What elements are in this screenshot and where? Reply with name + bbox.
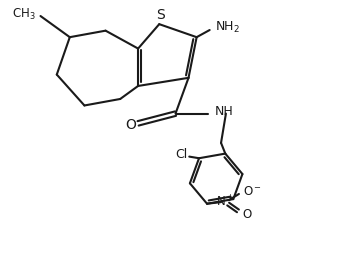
Text: O: O [125,118,136,132]
Text: S: S [156,8,165,22]
Text: N$^+$: N$^+$ [216,194,234,209]
Text: O$^-$: O$^-$ [243,185,262,198]
Text: CH$_3$: CH$_3$ [12,7,35,22]
Text: Cl: Cl [175,149,188,161]
Text: NH: NH [215,104,234,118]
Text: O: O [243,208,252,221]
Text: NH$_2$: NH$_2$ [215,20,240,35]
